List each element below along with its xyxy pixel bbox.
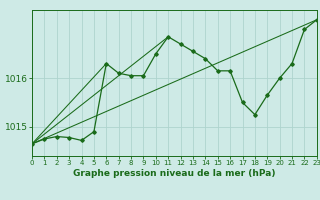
X-axis label: Graphe pression niveau de la mer (hPa): Graphe pression niveau de la mer (hPa) xyxy=(73,169,276,178)
